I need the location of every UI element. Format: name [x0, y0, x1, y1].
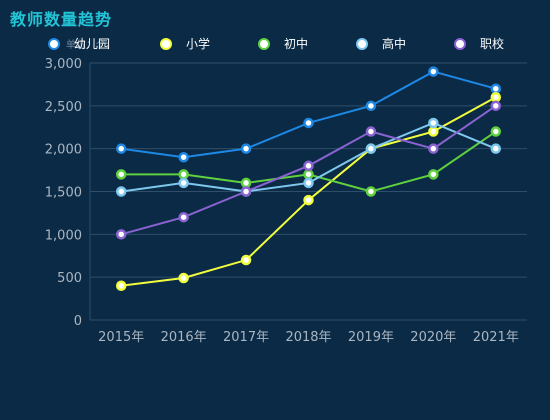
data-point: [240, 186, 252, 197]
x-tick-label: 2016年: [161, 330, 207, 345]
legend-label: 小学: [186, 37, 211, 51]
data-point: [115, 169, 127, 180]
data-point: [178, 177, 189, 189]
data-point: [178, 211, 189, 223]
y-tick-label: 2,000: [45, 143, 82, 158]
legend-item[interactable]: 小学: [160, 35, 210, 52]
legend-swatch-icon: [454, 37, 466, 50]
legend-label: 高中: [382, 37, 407, 51]
y-tick-label: 1,000: [45, 228, 82, 243]
data-point: [303, 117, 314, 129]
data-point: [365, 126, 377, 137]
legend-item[interactable]: 初中: [258, 35, 308, 52]
data-point: [490, 83, 502, 94]
data-point: [428, 126, 439, 137]
data-point: [240, 177, 252, 189]
x-tick-label: 2020年: [410, 330, 456, 345]
legend-label: 幼儿园: [74, 37, 111, 51]
data-point: [428, 66, 439, 77]
legend-swatch-icon: [160, 37, 172, 50]
unit-label: 单位：个: [66, 40, 106, 51]
x-tick-label: 2018年: [285, 330, 331, 345]
legend-item[interactable]: 职校: [454, 35, 504, 52]
data-point: [490, 92, 502, 103]
y-tick-label: 3,000: [45, 57, 82, 72]
data-point: [178, 272, 189, 284]
legend: 幼儿园 小学 初中 高中 职校: [0, 35, 550, 55]
data-point: [303, 169, 314, 180]
data-point: [428, 143, 439, 154]
y-tick-label: 0: [74, 314, 82, 329]
data-point: [365, 100, 377, 112]
data-point: [240, 143, 252, 154]
x-tick-label: 2017年: [223, 330, 269, 345]
legend-swatch-icon: [356, 37, 368, 50]
data-point: [115, 143, 127, 154]
chart-title: 教师数量趋势: [10, 10, 113, 29]
x-tick-label: 2021年: [473, 330, 519, 345]
data-point: [490, 143, 502, 154]
data-point: [490, 126, 502, 137]
data-point: [178, 169, 189, 180]
data-point: [303, 194, 314, 206]
data-point: [490, 100, 502, 112]
data-point: [178, 151, 189, 163]
data-point: [115, 280, 127, 291]
data-point: [365, 186, 377, 197]
legend-label: 初中: [284, 37, 309, 51]
data-point: [240, 254, 252, 266]
y-tick-label: 2,500: [45, 100, 82, 115]
data-point: [115, 229, 127, 240]
legend-label: 职校: [480, 37, 505, 51]
data-point: [303, 177, 314, 189]
legend-item[interactable]: 幼儿园: [48, 35, 110, 52]
x-tick-label: 2019年: [348, 330, 394, 345]
y-tick-label: 500: [57, 271, 82, 286]
data-point: [365, 143, 377, 154]
legend-swatch-icon: [48, 37, 60, 50]
legend-item[interactable]: 高中: [356, 35, 406, 52]
data-point: [428, 169, 439, 180]
data-point: [115, 186, 127, 197]
data-point: [303, 160, 314, 172]
data-point: [428, 117, 439, 129]
legend-swatch-icon: [258, 37, 270, 50]
x-tick-label: 2015年: [98, 330, 144, 345]
y-tick-label: 1,500: [45, 186, 82, 201]
